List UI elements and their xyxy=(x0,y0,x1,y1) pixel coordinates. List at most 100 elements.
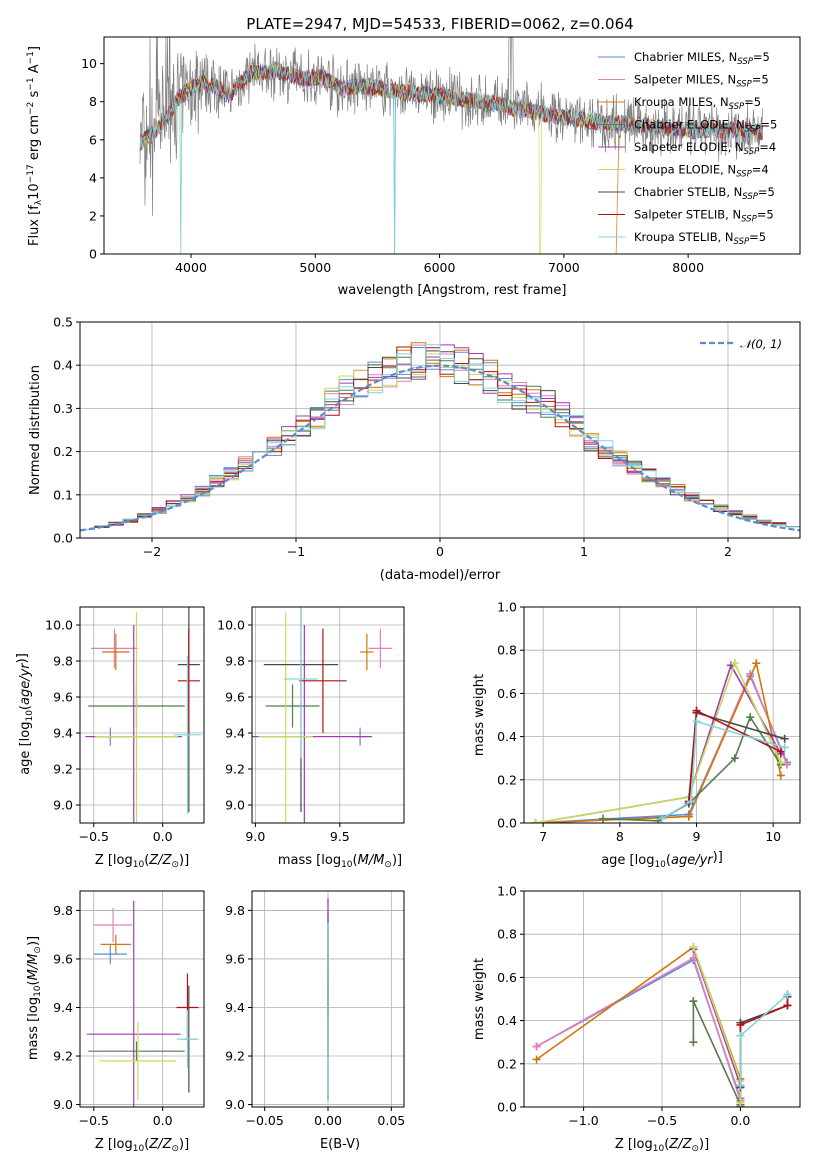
plot-area xyxy=(86,900,199,1107)
z-weight-panel-x-label: Z [log10(Z/Z⊙)] xyxy=(615,1137,709,1154)
y-tick-label: 0.8 xyxy=(497,927,517,942)
spectrum-axes: 4000 5000 6000 7000 8000 0 2 4 6 8 10 xyxy=(81,36,801,275)
label-part: 10 xyxy=(27,183,42,200)
y-tick-label: 0.2 xyxy=(497,1056,517,1071)
legend-label: Chabrier MILES, NSSP=5 xyxy=(634,50,770,67)
label-part: ( xyxy=(353,853,358,868)
y-tick-label: 0.4 xyxy=(53,358,73,373)
y-tick-label: 0.4 xyxy=(497,729,517,744)
y-tick-label: 9.4 xyxy=(53,726,73,741)
label-part: )] xyxy=(26,936,41,946)
weight-marker xyxy=(532,1042,541,1051)
y-tick-label: 9.6 xyxy=(225,690,245,705)
label-part: Z/Z xyxy=(148,1137,172,1152)
x-tick-label: −1.0 xyxy=(568,1113,598,1128)
x-tick-label: 0.0 xyxy=(153,1113,173,1128)
y-tick-label: 9.0 xyxy=(225,1097,245,1112)
y-tick-label: 0.5 xyxy=(53,315,73,330)
y-tick-label: 9.2 xyxy=(53,762,73,777)
label-part: SSP xyxy=(744,147,760,157)
label-part: ( xyxy=(144,853,149,868)
label-part: =4 xyxy=(752,163,769,177)
label-part: M/M xyxy=(358,853,385,868)
legend-label: Salpeter STELIB, NSSP=5 xyxy=(634,208,774,225)
label-part: Flux [f xyxy=(27,205,42,246)
x-tick-label: 0.0 xyxy=(153,829,173,844)
legend-label: Kroupa MILES, NSSP=5 xyxy=(634,95,761,112)
label-part: 10 xyxy=(341,860,353,870)
figure-title: PLATE=2947, MJD=54533, FIBERID=0062, z=0… xyxy=(246,15,633,33)
y-tick-label: 9.6 xyxy=(53,951,73,966)
x-tick-label: 0.0 xyxy=(730,1113,750,1128)
residual-y-label: Normed distribution xyxy=(28,365,43,495)
weight-marker xyxy=(783,1001,792,1010)
weight-line-9 xyxy=(661,720,785,820)
histogram-series-8 xyxy=(80,346,800,530)
label-part: age/yr xyxy=(671,853,714,868)
histogram-series-9 xyxy=(80,344,800,530)
weight-marker xyxy=(746,713,755,722)
weight-marker xyxy=(692,717,701,726)
label-part: 10 xyxy=(133,860,145,870)
weight-line-7 xyxy=(739,996,789,1088)
y-tick-label: 6 xyxy=(89,132,97,147)
y-tick-label: 10.0 xyxy=(217,618,245,633)
label-part: =5 xyxy=(757,208,774,222)
x-tick-label: 0.05 xyxy=(377,1113,405,1128)
spectrum-y-label: Flux [fλ10−17 erg cm−2 s−1 A−1] xyxy=(26,46,44,246)
y-tick-label: 9.0 xyxy=(53,1097,73,1112)
y-tick-label: 0.2 xyxy=(497,772,517,787)
x-tick-label: −2 xyxy=(143,544,161,559)
weight-marker xyxy=(780,734,789,743)
y-tick-label: 9.8 xyxy=(225,654,245,669)
axes-frame xyxy=(103,36,801,255)
x-tick-label: 4000 xyxy=(175,260,207,275)
age-weight-panel-x-label: age [log10(age/yr)] xyxy=(601,850,723,870)
y-tick-label: 10.0 xyxy=(45,618,73,633)
label-part: A xyxy=(27,64,42,77)
label-part: ( xyxy=(18,705,33,710)
y-tick-label: 0.8 xyxy=(497,643,517,658)
y-tick-label: 1.0 xyxy=(497,600,517,615)
mass-age-panel-x-label: mass [log10(M/M⊙)] xyxy=(278,853,402,870)
y-tick-label: 9.8 xyxy=(53,903,73,918)
weight-marker xyxy=(736,1081,745,1090)
label-part: Chabrier STELIB, N xyxy=(634,185,742,199)
label-part: SSP xyxy=(736,170,752,180)
label-part: )] xyxy=(699,1137,709,1152)
y-tick-label: 0.6 xyxy=(497,686,517,701)
label-part: )] xyxy=(179,1137,189,1152)
label-part: )] xyxy=(392,853,402,868)
label-part: 10 xyxy=(654,860,666,870)
y-tick-label: 0.2 xyxy=(53,444,73,459)
weight-marker xyxy=(730,659,739,668)
z-mass-panel-y-label: mass [log10(M/M⊙)] xyxy=(26,936,43,1060)
y-tick-label: 8 xyxy=(89,94,97,109)
label-part: =5 xyxy=(744,95,761,109)
x-tick-label: 9.0 xyxy=(245,829,265,844)
weight-marker xyxy=(736,1031,745,1040)
z-age-panel: −0.5 0.0 9.0 9.2 9.4 9.6 9.8 10.0 xyxy=(45,606,205,844)
weight-line-8 xyxy=(739,994,789,1086)
axes-frame xyxy=(251,606,405,824)
weight-marker xyxy=(736,1098,745,1107)
model-line-8 xyxy=(139,64,763,153)
x-tick-label: 8 xyxy=(616,829,624,844)
y-tick-label: 0.1 xyxy=(53,487,73,502)
label-part: Salpeter ELODIE, N xyxy=(634,140,744,154)
normal-curve xyxy=(80,364,800,532)
z-weight-panel: −1.0 −0.5 0.0 0.0 0.2 0.4 0.6 0.8 1.0 xyxy=(497,884,801,1128)
x-tick-label: 9 xyxy=(693,829,701,844)
axes-frame xyxy=(79,890,205,1108)
y-tick-label: 10 xyxy=(81,56,97,71)
label-part: SSP xyxy=(736,80,752,90)
y-tick-label: 9.4 xyxy=(53,1000,73,1015)
normal-legend-label: 𝒩(0, 1) xyxy=(740,337,782,351)
y-tick-label: 9.4 xyxy=(225,726,245,741)
label-part: ⊙ xyxy=(384,860,392,870)
weight-marker xyxy=(532,1055,541,1064)
label-part: mass [log xyxy=(26,997,41,1060)
label-part: SSP xyxy=(737,57,753,67)
plot-area xyxy=(252,607,393,823)
